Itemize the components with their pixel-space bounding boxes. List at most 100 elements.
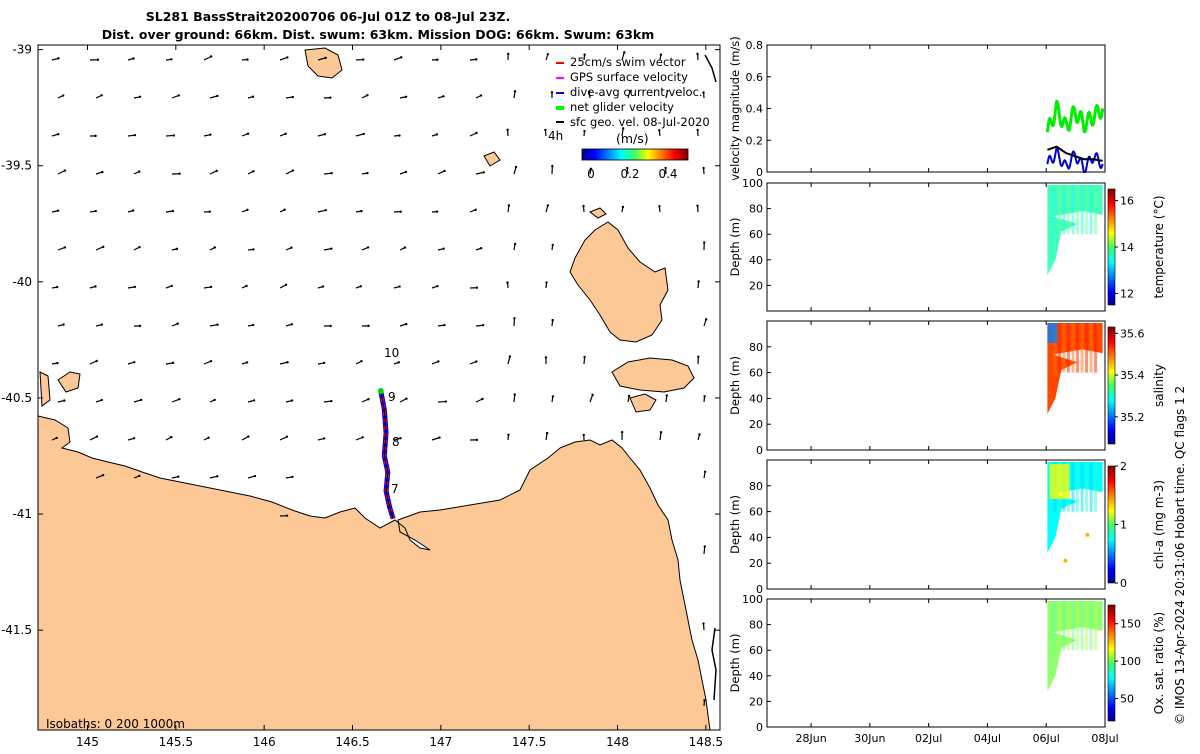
heatmap-stripe [1081,185,1084,234]
current-vector-head [133,361,135,363]
heatmap-stripe [1058,323,1061,373]
current-vector-head [622,206,624,208]
y-tick-label: 100 [742,177,763,190]
y-tick-label: 80 [749,203,763,216]
current-vector-head [545,356,547,358]
current-vector-head [583,356,585,358]
current-vector-head [140,399,142,401]
current-vector-head [658,129,660,131]
colorbar-tick-label: 16 [1120,195,1134,208]
y-axis-label: Depth (m) [728,218,742,277]
map-y-tick-label: -40.5 [1,391,32,405]
colorbar-tick-label: 12 [1120,287,1134,300]
current-vector-head [551,165,553,167]
current-vector-head [252,96,254,98]
map-x-tick-label: 148 [606,735,629,749]
heatmap-stripe [1081,462,1084,512]
colorbar-title: (m/s) [616,131,649,146]
current-vector-head [246,361,248,363]
current-vector-head [56,362,58,364]
current-vector-head [551,319,553,321]
legend-label-sfc: sfc geo. vel. 08-Jul-2020 [570,115,710,129]
heatmap-stripe [1058,185,1061,234]
current-vector-head [405,96,407,98]
current-vector-head [209,133,211,135]
current-vector-head [253,399,255,401]
current-vector-head [515,166,517,168]
colorbar-tick-label: 35.4 [1120,369,1145,382]
current-vector-head [583,130,585,132]
y-axis-label: Depth (m) [728,634,742,693]
legend-swatch-gps [556,77,564,79]
current-vector-head [367,246,369,248]
map-y-tick-label: -39.5 [1,159,32,173]
heatmap-stripe [1090,601,1093,650]
current-vector-head [283,208,285,210]
current-vector-head [252,324,254,326]
current-vector-head [658,205,660,207]
heatmap-stripe [1085,462,1088,512]
current-vector-head [583,434,585,436]
current-vector-head [698,433,700,435]
current-vector-head [360,285,362,287]
current-vector-head [660,431,662,433]
current-vector-head [703,395,705,397]
heatmap-stripe [1062,323,1065,373]
map-y-tick-label: -39 [12,43,32,57]
heatmap-stripe [1081,323,1084,373]
current-vector-head [552,395,554,397]
heatmap-stripe [1090,323,1093,373]
current-vector-head [508,204,510,206]
colorbar [1108,466,1115,583]
legend-label-gps: GPS surface velocity [570,70,688,84]
y-tick-label: 100 [742,593,763,606]
colorbar-tick-label: 0 [1120,577,1127,590]
x-tick-label: 08Jul [1091,732,1118,745]
heatmap-stripe [1076,601,1079,650]
heatmap-stripe [1067,323,1070,373]
current-vector-head [101,171,103,173]
current-vector-head [102,246,104,248]
current-vector-head [367,398,369,400]
colorbar [1108,189,1115,305]
colorbar-tick-label: 100 [1120,655,1141,668]
current-vector-head [398,361,400,363]
current-vector-head [178,94,180,96]
current-vector-head [704,545,706,547]
current-vector-head [398,134,400,136]
heatmap-stripe [1071,185,1074,234]
current-vector-head [481,398,483,400]
current-vector-head [442,95,444,97]
current-vector-head [177,322,179,324]
current-vector-head [138,246,140,248]
track-start-marker [378,388,384,394]
current-vector-head [551,91,553,93]
current-vector-head [172,362,174,364]
current-vector-head [513,317,515,319]
current-vector-head [210,55,212,57]
colorbar-tick-label: 2 [1120,460,1127,473]
current-vector-head [95,210,97,212]
heatmap-stripe [1053,185,1056,234]
current-vector-head [367,325,369,327]
current-vector-head [170,58,172,60]
current-vector-head [62,323,64,325]
current-vector-head [436,210,438,212]
map-y-tick-label: -41.5 [1,623,32,637]
current-vector-head [544,129,546,131]
legend-swatch-swim [556,62,564,64]
current-vector-head [436,285,438,287]
current-vector-head [442,247,444,249]
current-vector-head [443,324,445,326]
current-vector-head [329,96,331,98]
robbins-island [40,372,50,406]
colorbar-label: temperature (°C) [1152,196,1166,299]
current-vector-head [214,246,216,248]
x-tick-label: 28Jun [795,732,826,745]
current-vector-head [547,53,549,55]
y-tick-label: 80 [749,341,763,354]
current-vector-head [207,437,209,439]
